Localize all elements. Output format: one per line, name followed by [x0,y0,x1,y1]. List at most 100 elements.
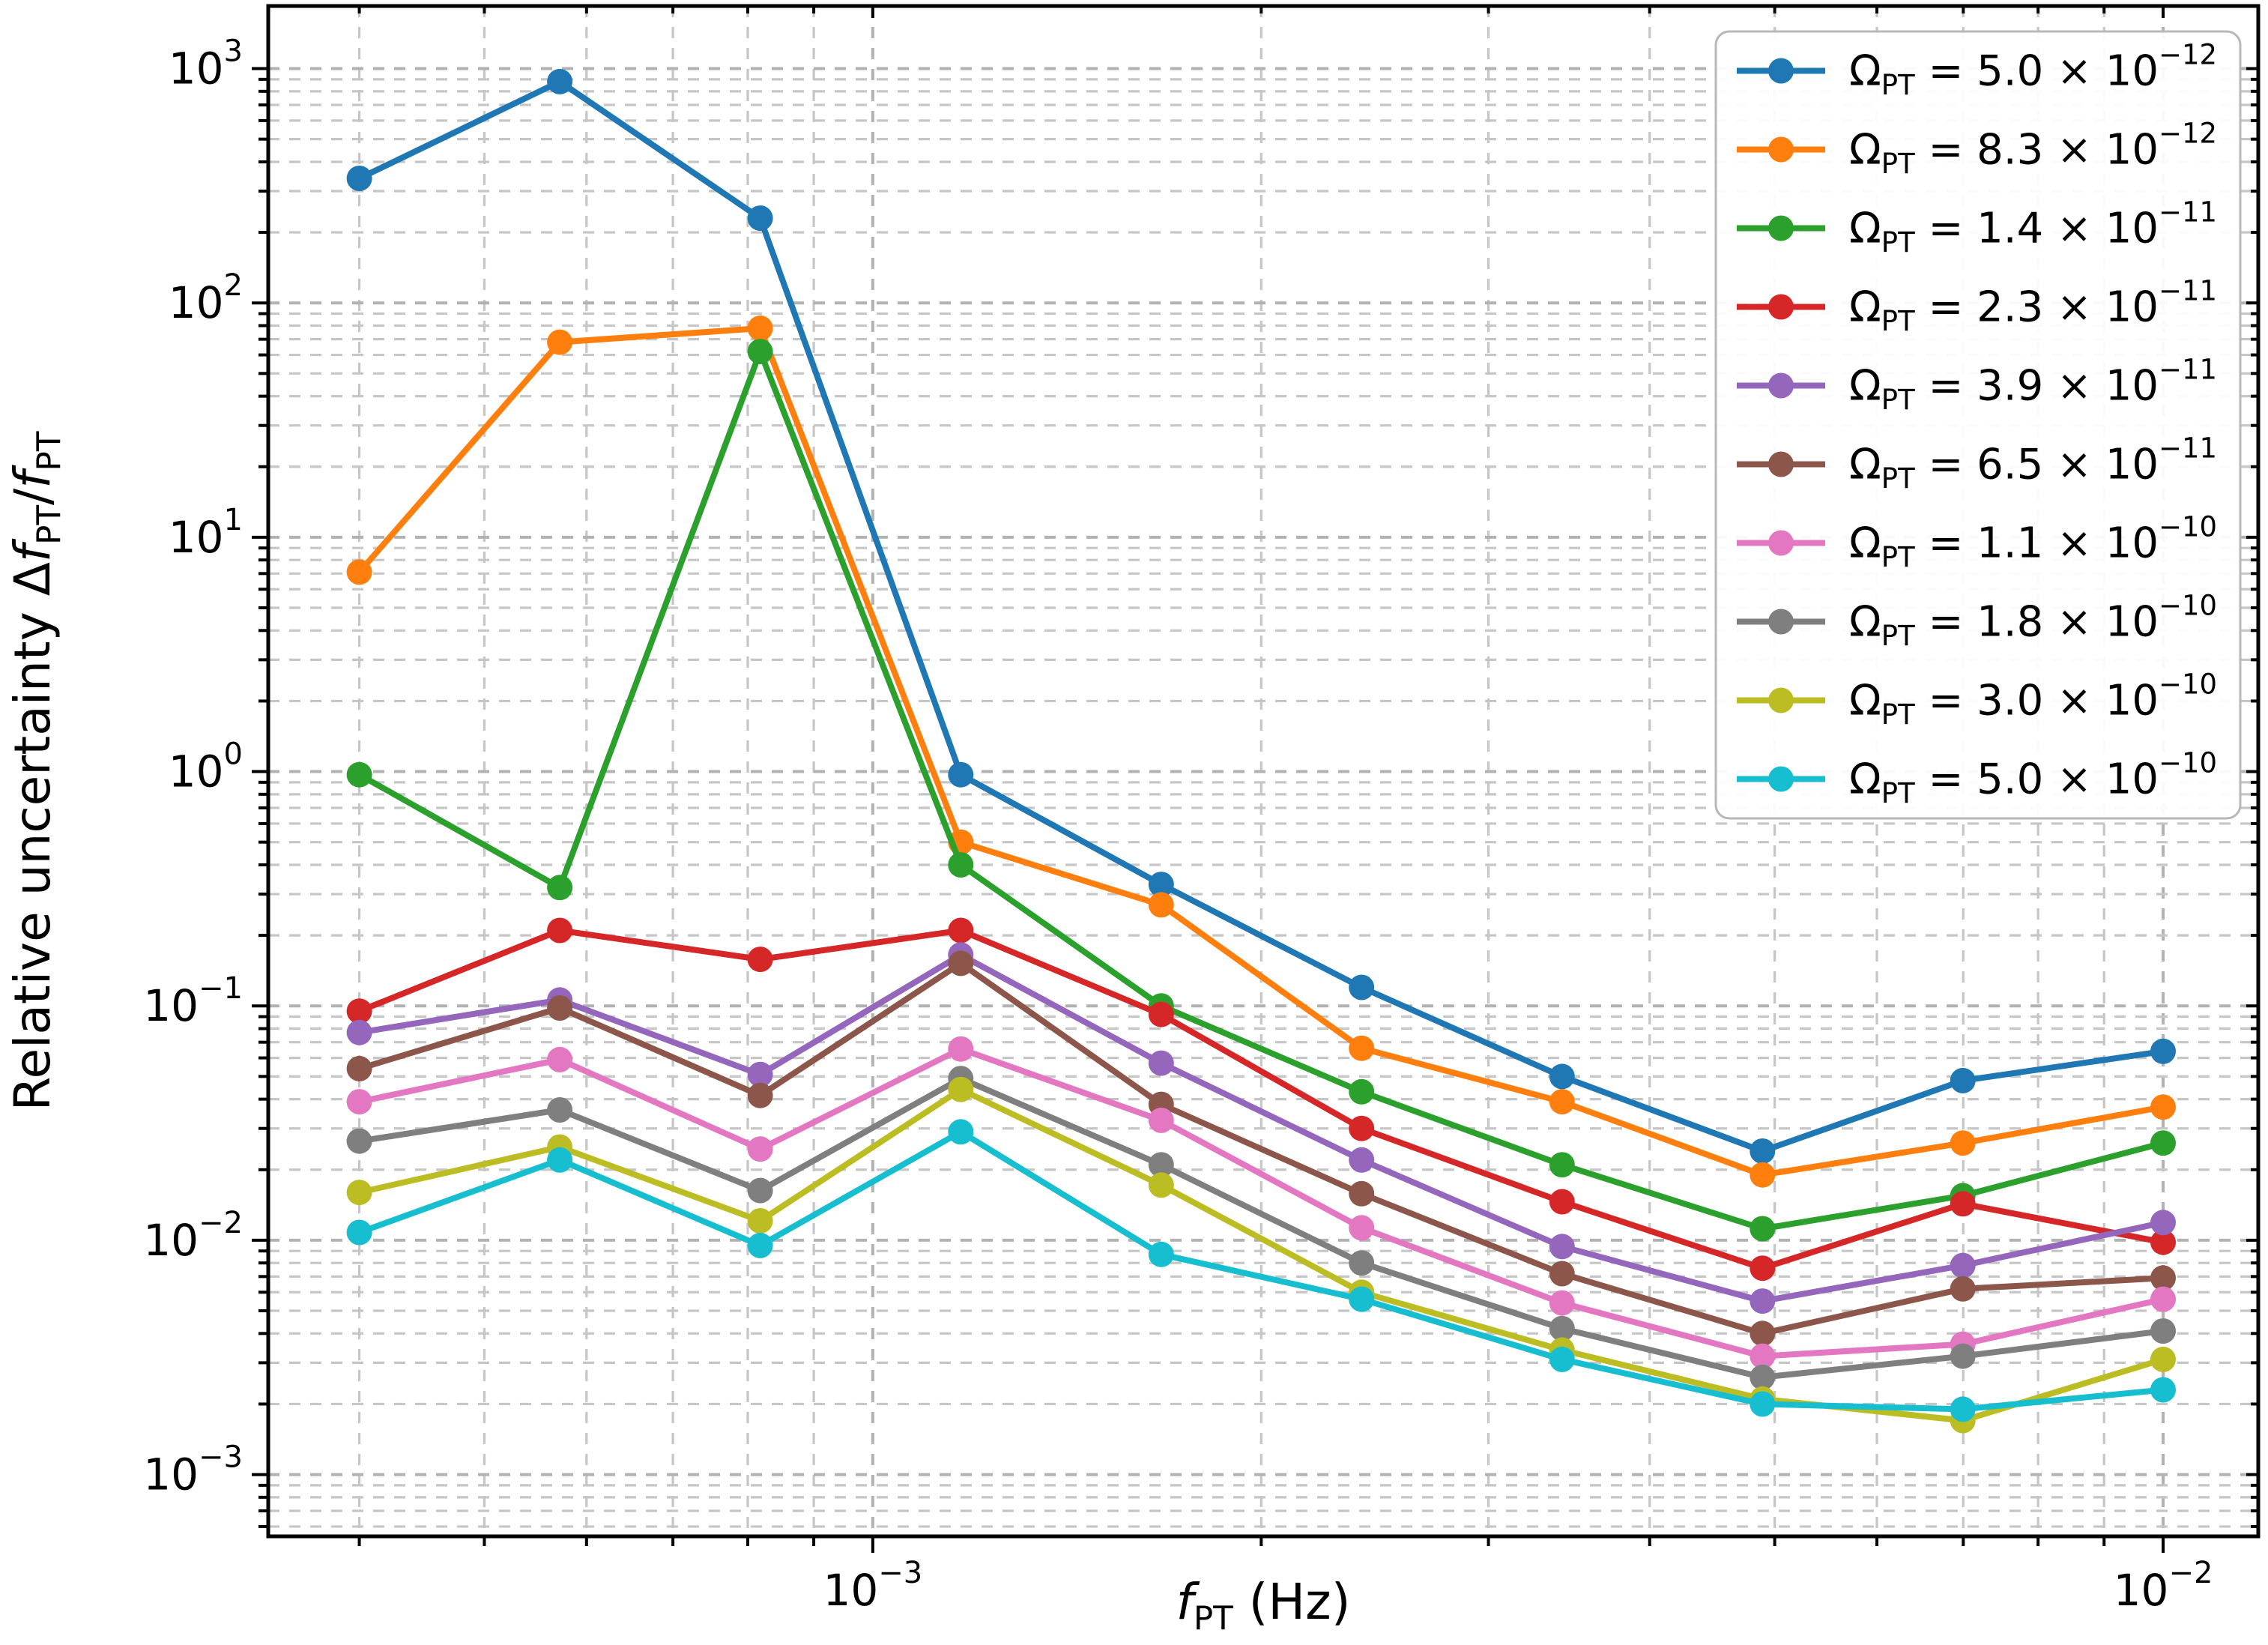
marker-omega_5.0e-10-pt8 [1750,1391,1776,1417]
marker-omega_1.1e-10-pt3 [747,1136,773,1162]
legend-sample-marker-omega_8.3e-12 [1768,136,1794,163]
marker-omega_5.0e-10-pt7 [1549,1346,1575,1372]
legend-label-omega_5.0e-12: ΩPT​ = 5.0 × 10−12​ [1849,39,2217,101]
y-axis-label: Relative uncertainty ΔfPT​/fPT​ [4,431,69,1111]
marker-omega_8.3e-12-pt1 [346,559,372,585]
marker-omega_5.0e-12-pt7 [1549,1063,1575,1090]
marker-omega_1.1e-10-pt6 [1349,1215,1375,1241]
legend-label-omega_2.3e-11: ΩPT​ = 2.3 × 10−11​ [1849,275,2217,337]
marker-omega_6.5e-11-pt4 [948,950,974,977]
marker-omega_2.3e-11-pt1 [346,998,372,1024]
legend-label-omega_3.9e-11: ΩPT​ = 3.9 × 10−11​ [1849,354,2217,416]
legend-label-omega_1.1e-10: ΩPT​ = 1.1 × 10−10​ [1849,511,2217,573]
marker-omega_1.4e-11-pt10 [2150,1130,2176,1156]
marker-omega_6.5e-11-pt10 [2150,1265,2176,1291]
marker-omega_1.1e-10-pt7 [1549,1290,1575,1316]
legend-sample-marker-omega_2.3e-11 [1768,294,1794,320]
marker-omega_1.1e-10-pt8 [1750,1343,1776,1369]
series-line-omega_2.3e-11 [356,927,2166,1272]
marker-omega_5.0e-12-pt5 [1148,872,1174,898]
x-tick-label-1e-2: 10−2 [2114,1556,2213,1616]
legend-item-omega_3.0e-10: ΩPT​ = 3.0 × 10−10​ [1737,668,2217,731]
marker-omega_5.0e-12-pt9 [1950,1067,1976,1093]
marker-omega_2.3e-11-pt8 [1750,1255,1776,1282]
marker-omega_5.0e-10-pt5 [1148,1241,1174,1267]
marker-omega_3.0e-10-pt3 [747,1208,773,1234]
marker-omega_6.5e-11-pt9 [1950,1276,1976,1302]
x-tick-label-1e-3: 10−3 [823,1556,922,1616]
y-tick-label-1e-1: 10−1 [143,971,243,1031]
marker-omega_1.4e-11-pt3 [747,339,773,365]
marker-omega_1.1e-10-pt10 [2150,1286,2176,1312]
tick-labels: 103 102 101 100 10−1 10−2 10−3 10−3 10−2 [143,34,2213,1616]
legend-label-omega_1.8e-10: ΩPT​ = 1.8 × 10−10​ [1849,590,2217,652]
marker-omega_3.9e-11-pt7 [1549,1234,1575,1260]
marker-omega_2.3e-11-pt7 [1549,1189,1575,1215]
y-tick-label-1e1: 101 [169,503,243,563]
legend-item-omega_1.4e-11: ΩPT​ = 1.4 × 10−11​ [1737,196,2217,259]
marker-omega_8.3e-12-pt3 [747,316,773,341]
series-line-omega_3.0e-10 [356,1086,2166,1424]
marker-omega_2.3e-11-pt5 [1148,1001,1174,1027]
marker-omega_5.0e-12-pt1 [346,166,372,191]
marker-omega_5.0e-10-pt9 [1950,1396,1976,1422]
legend-box [1714,30,2242,820]
legend-label-omega_1.4e-11: ΩPT​ = 1.4 × 10−11​ [1849,196,2217,259]
legend-sample-marker-omega_1.1e-10 [1768,530,1794,556]
legend-sample-marker-omega_1.8e-10 [1768,609,1794,635]
marker-omega_3.9e-11-pt9 [1950,1252,1976,1279]
marker-omega_5.0e-12-pt6 [1349,974,1375,1000]
marker-omega_3.0e-10-pt1 [346,1180,372,1206]
marker-omega_1.8e-10-pt5 [1148,1152,1174,1178]
legend-item-omega_8.3e-12: ΩPT​ = 8.3 × 10−12​ [1737,118,2217,180]
marker-omega_6.5e-11-pt8 [1750,1320,1776,1347]
marker-omega_3.0e-10-pt4 [948,1076,974,1102]
legend-sample-marker-omega_5.0e-10 [1768,766,1794,792]
marker-omega_3.9e-11-pt1 [346,1019,372,1045]
marker-omega_2.3e-11-pt3 [747,947,773,973]
series-line-omega_5.0e-10 [356,1129,2166,1413]
legend-item-omega_1.8e-10: ΩPT​ = 1.8 × 10−10​ [1737,590,2217,652]
legend-item-omega_1.1e-10: ΩPT​ = 1.1 × 10−10​ [1737,511,2217,573]
legend-label-omega_5.0e-10: ΩPT​ = 5.0 × 10−10​ [1849,747,2217,809]
marker-omega_3.0e-10-pt5 [1148,1172,1174,1198]
marker-omega_2.3e-11-pt4 [948,917,974,944]
marker-omega_6.5e-11-pt1 [346,1055,372,1081]
marker-omega_6.5e-11-pt3 [747,1082,773,1108]
marker-omega_6.5e-11-pt6 [1349,1180,1375,1207]
marker-omega_5.0e-10-pt1 [346,1219,372,1246]
series-line-omega_1.1e-10 [356,1045,2166,1359]
marker-omega_5.0e-10-pt2 [547,1147,573,1173]
marker-omega_8.3e-12-pt5 [1148,892,1174,918]
marker-omega_1.8e-10-pt8 [1750,1364,1776,1390]
legend-sample-marker-omega_3.9e-11 [1768,372,1794,399]
legend-sample-marker-omega_5.0e-12 [1768,58,1794,84]
marker-omega_8.3e-12-pt6 [1349,1035,1375,1061]
marker-omega_5.0e-12-pt2 [547,68,573,94]
legend-item-omega_5.0e-12: ΩPT​ = 5.0 × 10−12​ [1737,39,2217,101]
marker-omega_3.9e-11-pt5 [1148,1050,1174,1076]
legend-label-omega_6.5e-11: ΩPT​ = 6.5 × 10−11​ [1849,432,2217,495]
legend-sample-marker-omega_6.5e-11 [1768,451,1794,477]
marker-omega_1.4e-11-pt2 [547,875,573,901]
marker-omega_2.3e-11-pt6 [1349,1115,1375,1141]
legend-item-omega_5.0e-10: ΩPT​ = 5.0 × 10−10​ [1737,747,2217,809]
x-axis-label: fPT​ (Hz) [1176,1573,1351,1638]
y-tick-label-1e-2: 10−2 [143,1206,243,1266]
legend-item-omega_6.5e-11: ΩPT​ = 6.5 × 10−11​ [1737,432,2217,495]
series-group [346,68,2176,1434]
marker-omega_1.8e-10-pt2 [547,1097,573,1123]
marker-omega_5.0e-12-pt8 [1750,1138,1776,1164]
marker-omega_1.8e-10-pt10 [2150,1318,2176,1344]
legend-sample-marker-omega_1.4e-11 [1768,215,1794,241]
marker-omega_1.8e-10-pt6 [1349,1250,1375,1276]
series-line-omega_6.5e-11 [356,960,2166,1337]
marker-omega_8.3e-12-pt2 [547,329,573,355]
legend: ΩPT​ = 5.0 × 10−12​ ΩPT​ = 8.3 × 10−12​ ΩP… [1714,30,2242,820]
marker-omega_2.3e-11-pt2 [547,917,573,944]
marker-omega_2.3e-11-pt10 [2150,1229,2176,1255]
tick-marks [252,6,2258,1553]
marker-omega_1.4e-11-pt7 [1549,1152,1575,1178]
